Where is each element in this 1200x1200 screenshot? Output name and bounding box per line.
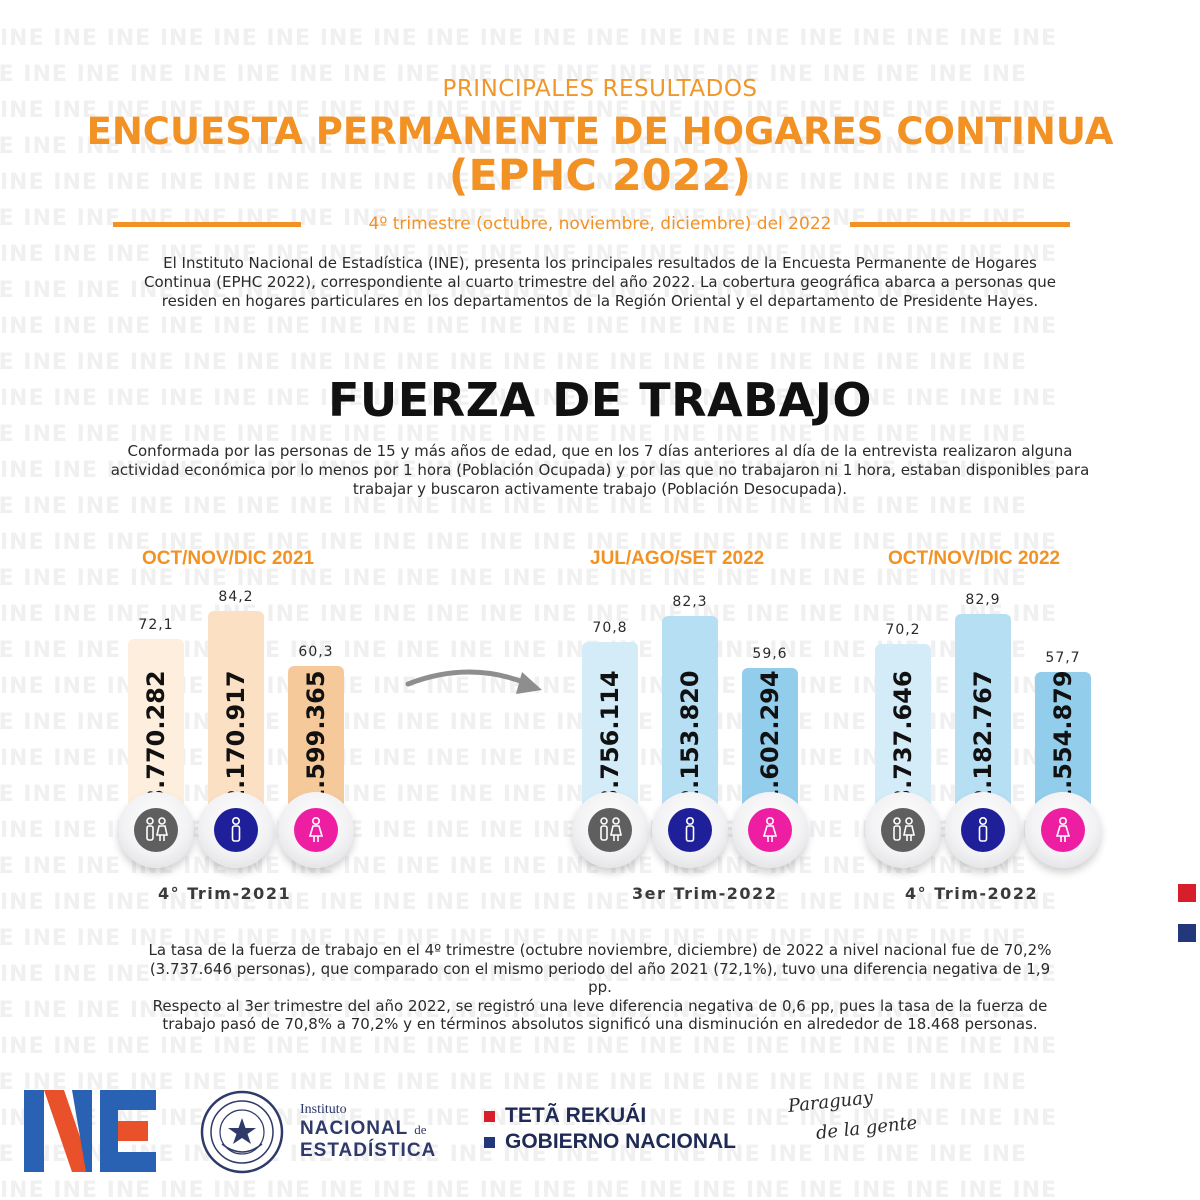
total-disc [572, 792, 648, 868]
total-icon [881, 808, 925, 852]
page-title: ENCUESTA PERMANENTE DE HOGARES CONTINUA … [0, 111, 1200, 200]
watermark-row: INE INE INE INE INE INE INE INE INE INE … [0, 134, 1028, 159]
total-disc [865, 792, 941, 868]
bar-rate-label: 60,3 [298, 644, 334, 661]
inst-line1: Instituto [300, 1102, 347, 1117]
watermark-row: INE INE INE INE INE INE INE INE INE INE … [0, 962, 1058, 987]
bar-rate-label: 84,2 [218, 589, 254, 606]
hombres-disc [652, 792, 728, 868]
watermark-row: INE INE INE INE INE INE INE INE INE INE … [0, 602, 1058, 627]
watermark-row: INE INE INE INE INE INE INE INE INE INE … [0, 278, 1028, 303]
watermark-row: INE INE INE INE INE INE INE INE INE INE … [0, 386, 1058, 411]
watermark-row: INE INE INE INE INE INE INE INE INE INE … [0, 1106, 1058, 1131]
page-title-line1: ENCUESTA PERMANENTE DE HOGARES CONTINUA [86, 110, 1114, 153]
mujeres-disc [732, 792, 808, 868]
bar-absolute-label: 1.599.365 [302, 670, 330, 806]
watermark-row: INE INE INE INE INE INE INE INE INE INE … [0, 1070, 1028, 1095]
section-title: FUERZA DE TRABAJO [328, 373, 872, 427]
conclusion-paragraph-2: Respecto al 3er trimestre del año 2022, … [152, 996, 1048, 1034]
bar-absolute-label: 1.554.879 [1049, 670, 1077, 806]
period-label: 4º trimestre (octubre, noviembre, diciem… [368, 214, 832, 234]
bar-absolute-label: 1.602.294 [756, 670, 784, 806]
watermark-row: INE INE INE INE INE INE INE INE INE INE … [0, 1142, 1028, 1167]
watermark-row: INE INE INE INE INE INE INE INE INE INE … [0, 422, 1028, 447]
gov-logo: TETÃ REKUÁI GOBIERNO NACIONAL [484, 1104, 736, 1154]
watermark-row: INE INE INE INE INE INE INE INE INE INE … [0, 314, 1058, 339]
inst-line3: ESTADÍSTICA [300, 1140, 437, 1161]
group-footer-3t-2022: 3er Trim-2022 [632, 884, 778, 903]
bar-absolute-label: 3.756.114 [596, 670, 624, 806]
watermark-row: INE INE INE INE INE INE INE INE INE INE … [0, 242, 1058, 267]
comparison-arrow-icon [405, 669, 542, 694]
brand-logo: Paraguay de la gente [787, 1087, 919, 1144]
group-title-4t-2022: OCT/NOV/DIC 2022 [888, 548, 1061, 569]
mujeres-icon [294, 808, 338, 852]
mujeres-icon [1041, 808, 1085, 852]
bar-rate-label: 59,6 [752, 645, 788, 662]
gov-line1: TETÃ REKUÁI [505, 1104, 647, 1127]
inst-line2: NACIONAL [300, 1118, 408, 1139]
total-icon [134, 808, 178, 852]
conclusion-paragraph-1: La tasa de la fuerza de trabajo en el 4º… [148, 941, 1052, 996]
group-title-2021: OCT/NOV/DIC 2021 [142, 548, 315, 569]
watermark-row: INE INE INE INE INE INE INE INE INE INE … [0, 926, 1028, 951]
bar-rate-label: 82,9 [965, 592, 1001, 609]
watermark-row: INE INE INE INE INE INE INE INE INE INE … [0, 62, 1028, 87]
hombres-disc [198, 792, 274, 868]
bar-rate-label: 82,3 [672, 593, 708, 610]
watermark-row: INE INE INE INE INE INE INE INE INE INE … [0, 458, 1058, 483]
bar-rate-label: 70,2 [885, 621, 921, 638]
watermark-row: INE INE INE INE INE INE INE INE INE INE … [0, 26, 1058, 51]
brand-line2: de la gente [814, 1112, 919, 1144]
mujeres-disc [1025, 792, 1101, 868]
ine-logo-icon [24, 1090, 156, 1172]
group-footer-2021: 4° Trim-2021 [158, 884, 292, 903]
bar-absolute-label: 2.182.767 [969, 670, 997, 806]
flag-red-square [1178, 884, 1196, 902]
mujeres-disc [278, 792, 354, 868]
hombres-icon [214, 808, 258, 852]
bar-rate-label: 57,7 [1045, 650, 1081, 667]
period-rule-right [850, 222, 1070, 227]
bar-absolute-label: 2.153.820 [676, 670, 704, 806]
bar-absolute-label: 3.737.646 [889, 670, 917, 806]
watermark-row: INE INE INE INE INE INE INE INE INE INE … [0, 890, 1058, 915]
watermark-row: INE INE INE INE INE INE INE INE INE INE … [0, 98, 1058, 123]
watermark-row: INE INE INE INE INE INE INE INE INE INE … [0, 566, 1028, 591]
hombres-disc [945, 792, 1021, 868]
ine-wordmark: Instituto NACIONAL de ESTADÍSTICA [300, 1102, 436, 1161]
watermark-row: INE INE INE INE INE INE INE INE INE INE … [0, 170, 1058, 195]
bar-rate-label: 70,8 [592, 620, 628, 637]
total-disc [118, 792, 194, 868]
group-footer-4t-2022: 4° Trim-2022 [905, 884, 1039, 903]
mujeres-icon [748, 808, 792, 852]
watermark-row: INE INE INE INE INE INE INE INE INE INE … [0, 494, 1028, 519]
watermark-row: INE INE INE INE INE INE INE INE INE INE … [0, 1034, 1058, 1059]
section-definition: Conformada por las personas de 15 y más … [110, 442, 1090, 498]
gov-red-square [484, 1110, 495, 1122]
bar-absolute-label: 3.770.282 [142, 670, 170, 806]
flag-blue-square [1178, 924, 1196, 942]
group-title-3t-2022: JUL/AGO/SET 2022 [590, 548, 765, 569]
gov-line2: GOBIERNO NACIONAL [505, 1130, 736, 1153]
watermark-row: INE INE INE INE INE INE INE INE INE INE … [0, 530, 1058, 555]
hombres-icon [961, 808, 1005, 852]
page-title-line2: (EPHC 2022) [448, 151, 752, 201]
watermark-row: INE INE INE INE INE INE INE INE INE INE … [0, 998, 1028, 1023]
conclusion-text: La tasa de la fuerza de trabajo en el 4º… [140, 941, 1060, 1034]
intro-text: El Instituto Nacional de Estadística (IN… [143, 254, 1057, 310]
bar-absolute-label: 2.170.917 [222, 670, 250, 806]
bar-rate-label: 72,1 [138, 617, 174, 634]
period-rule-left [113, 222, 301, 227]
national-seal [200, 1090, 284, 1174]
watermark-row: INE INE INE INE INE INE INE INE INE INE … [0, 350, 1028, 375]
inst-de: de [414, 1122, 427, 1137]
gov-blue-square [484, 1136, 495, 1148]
seal-icon [200, 1090, 284, 1174]
page-subtitle: PRINCIPALES RESULTADOS [442, 76, 758, 102]
watermark-row: INE INE INE INE INE INE INE INE INE INE … [0, 1178, 1058, 1200]
total-icon [588, 808, 632, 852]
hombres-icon [668, 808, 712, 852]
ine-logo [24, 1090, 156, 1172]
